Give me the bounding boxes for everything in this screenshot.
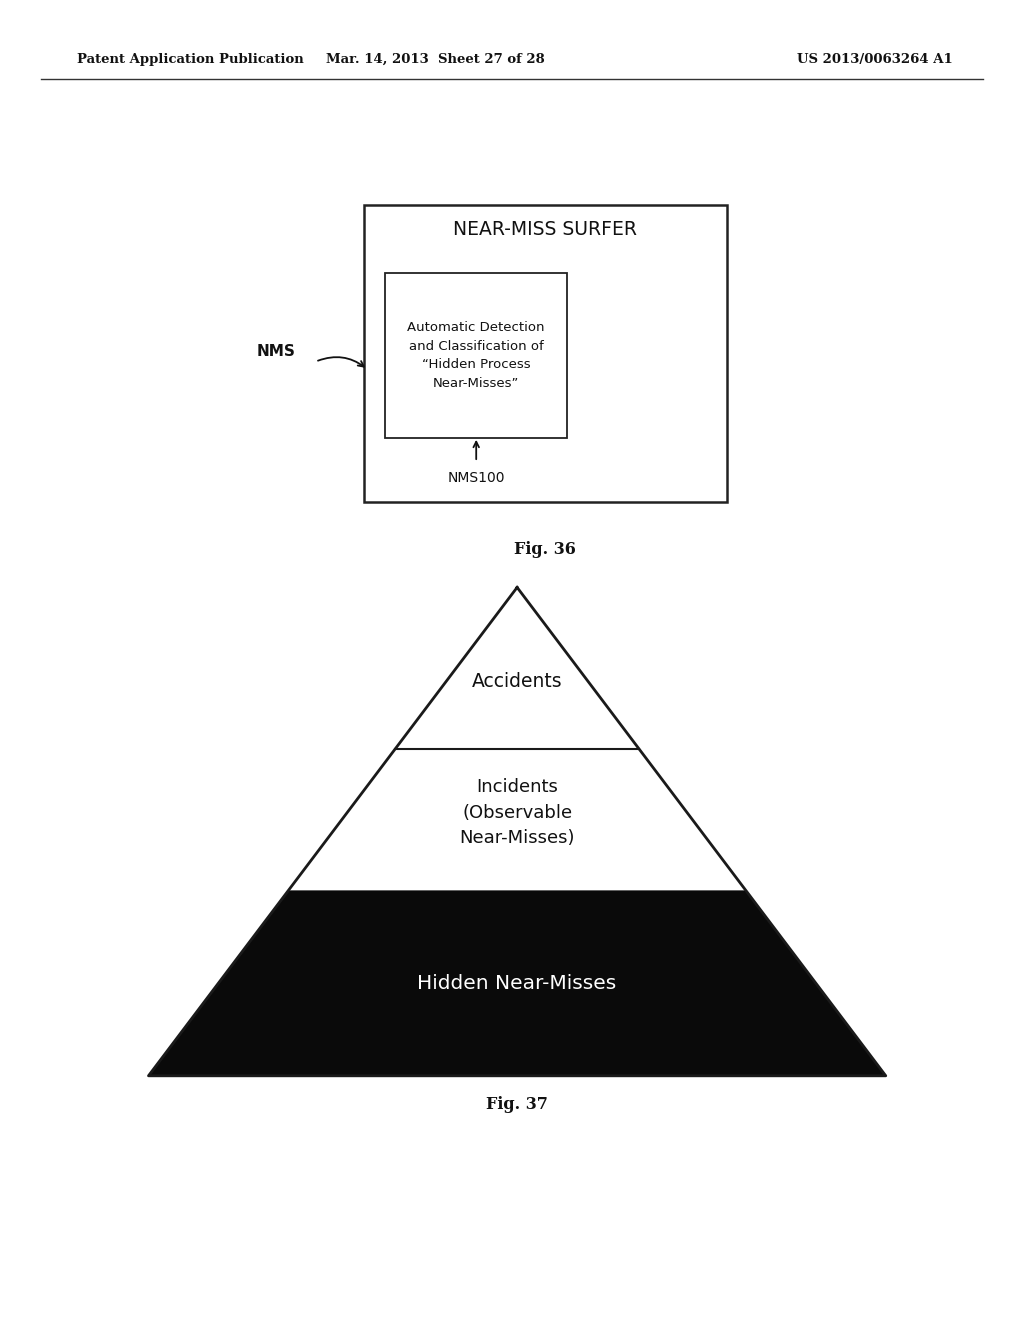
Polygon shape — [395, 587, 639, 748]
Bar — [364, 205, 727, 502]
Text: Patent Application Publication: Patent Application Publication — [77, 53, 303, 66]
Text: Mar. 14, 2013  Sheet 27 of 28: Mar. 14, 2013 Sheet 27 of 28 — [326, 53, 545, 66]
Text: NMS100: NMS100 — [447, 471, 505, 484]
Polygon shape — [289, 748, 745, 890]
Text: NEAR-MISS SURFER: NEAR-MISS SURFER — [454, 220, 637, 239]
Text: Fig. 37: Fig. 37 — [486, 1097, 548, 1113]
Text: US 2013/0063264 A1: US 2013/0063264 A1 — [797, 53, 952, 66]
Text: Accidents: Accidents — [472, 672, 562, 690]
Text: NMS: NMS — [257, 343, 296, 359]
Text: Fig. 36: Fig. 36 — [514, 541, 577, 558]
Bar — [385, 273, 567, 438]
Text: Automatic Detection
and Classification of
“Hidden Process
Near-Misses”: Automatic Detection and Classification o… — [408, 322, 545, 389]
Text: Incidents
(Observable
Near-Misses): Incidents (Observable Near-Misses) — [460, 777, 574, 847]
Polygon shape — [148, 890, 886, 1076]
Text: Hidden Near-Misses: Hidden Near-Misses — [418, 974, 616, 993]
